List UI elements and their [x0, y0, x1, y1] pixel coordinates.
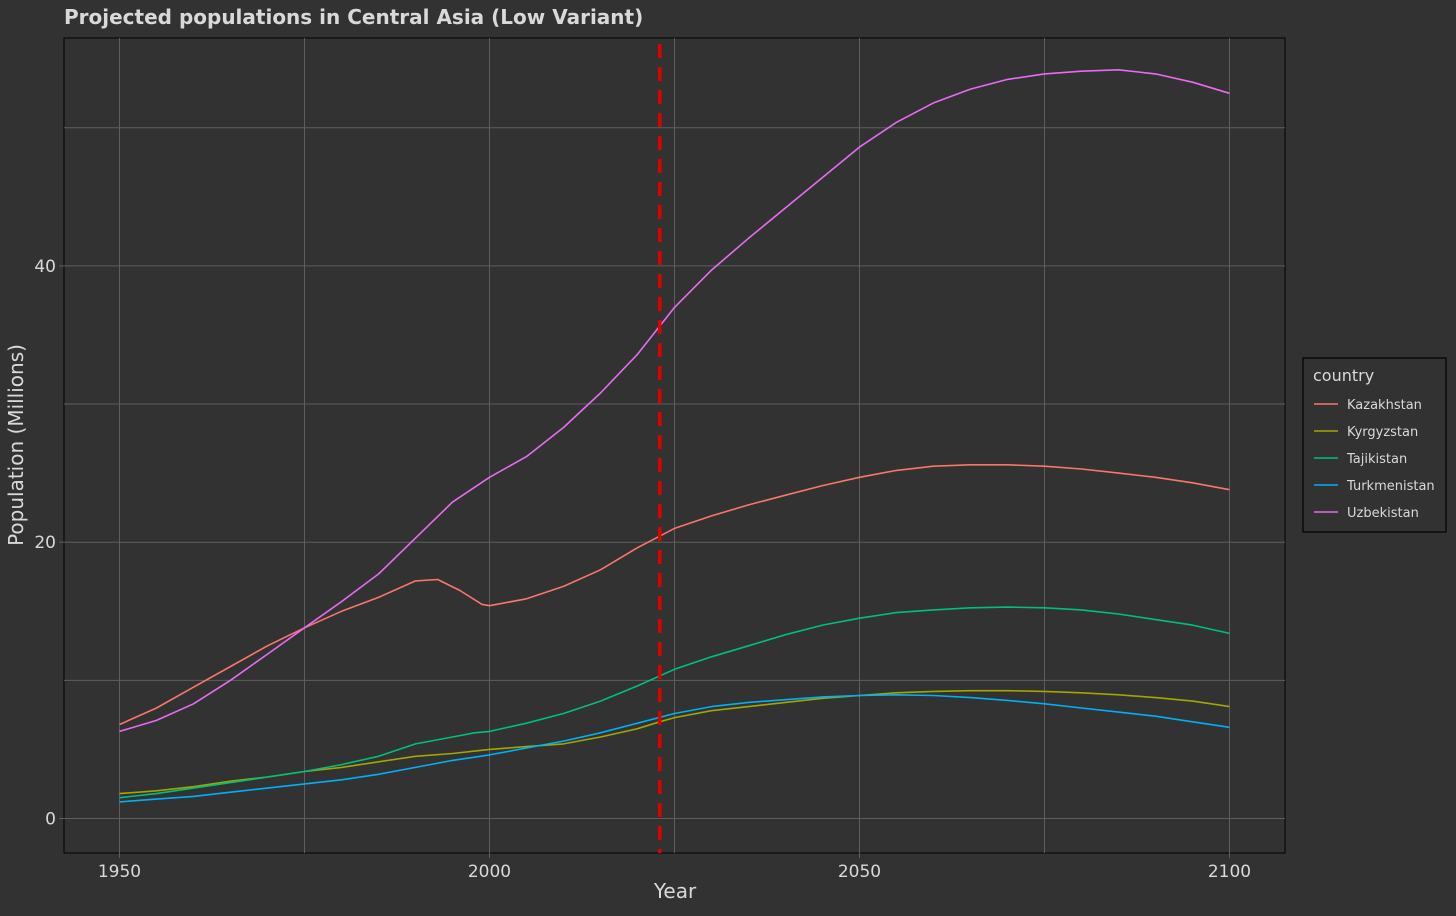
series-line-tajikistan	[119, 606, 1230, 799]
series-line-uzbekistan	[119, 69, 1230, 733]
legend: country Kazakhstan Kyrgyzstan Tajikistan Tu…	[1302, 357, 1447, 533]
legend-items: Kazakhstan Kyrgyzstan Tajikistan Turkmenist…	[1314, 398, 1435, 521]
chart-title: Projected populations in Central Asia (L…	[64, 5, 643, 29]
legend-label: Tajikistan	[1346, 452, 1407, 467]
x-tick-label: 2000	[468, 862, 511, 882]
x-axis-ticks: 1950 2000 2050 2100	[98, 853, 1251, 882]
legend-label: Uzbekistan	[1347, 506, 1419, 521]
y-tick-label: 20	[34, 533, 56, 553]
series-lines	[119, 69, 1230, 803]
legend-label: Turkmenistan	[1346, 479, 1435, 494]
legend-box	[1302, 357, 1447, 533]
x-tick-label: 2100	[1208, 862, 1251, 882]
series-line-turkmenistan	[119, 694, 1230, 803]
x-tick-label: 1950	[98, 862, 141, 882]
x-tick-label: 2050	[838, 862, 881, 882]
legend-label: Kazakhstan	[1347, 398, 1422, 413]
y-axis-label: Population (Millions)	[4, 344, 28, 546]
x-axis-label: Year	[653, 879, 697, 903]
legend-title: country	[1313, 366, 1374, 385]
y-tick-label: 0	[45, 809, 56, 829]
y-tick-label: 40	[34, 257, 56, 277]
legend-label: Kyrgyzstan	[1347, 425, 1418, 440]
series-line-kazakhstan	[119, 464, 1230, 726]
y-axis-ticks: 0 20 40	[34, 257, 64, 829]
